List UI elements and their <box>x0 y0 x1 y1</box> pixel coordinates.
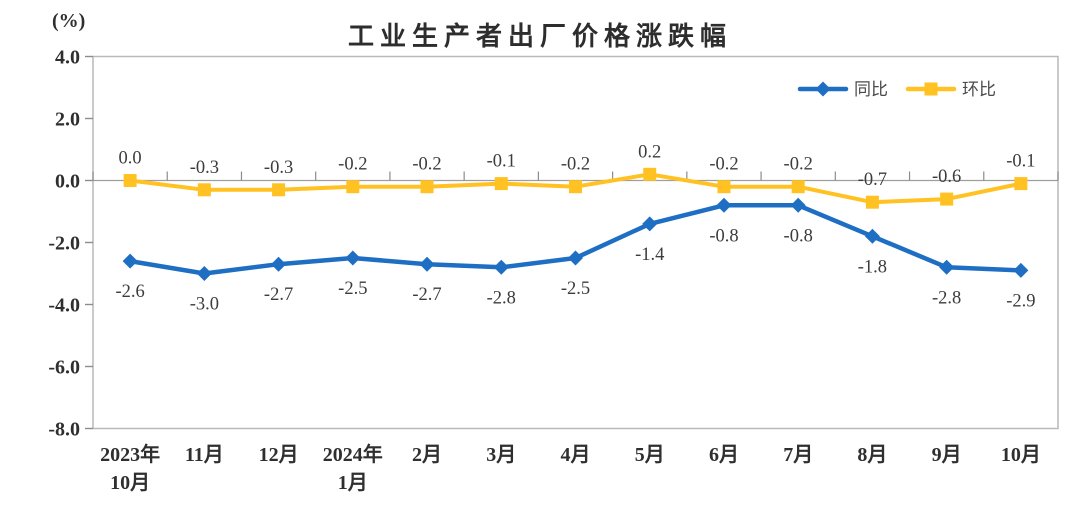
yoy-point-marker <box>864 228 880 244</box>
y-axis-unit-label: (%) <box>52 10 86 32</box>
yoy-point-marker <box>939 259 955 275</box>
yoy-point-marker <box>271 256 287 272</box>
data-label: -0.2 <box>561 155 590 175</box>
data-label: -0.6 <box>932 167 961 187</box>
yoy-point-marker <box>790 197 806 213</box>
y-axis-label: -2.0 <box>48 233 80 255</box>
x-axis-label: 8月 <box>857 444 887 466</box>
x-axis-label: 6月 <box>709 444 739 466</box>
plot-area-border <box>92 55 1059 430</box>
x-axis-label: 2024年 1月 <box>323 442 383 494</box>
x-axis-label: 2023年 10月 <box>100 442 160 494</box>
data-label: -0.2 <box>338 155 367 175</box>
x-axis-label: 7月 <box>783 444 813 466</box>
mom-point-marker <box>123 174 137 187</box>
mom-point-marker <box>420 180 434 194</box>
data-label: -0.8 <box>784 226 813 246</box>
data-label: -2.7 <box>412 285 441 305</box>
mom-point-marker <box>1014 177 1028 191</box>
data-label: -0.3 <box>190 158 219 178</box>
legend-label: 同比 <box>854 80 888 99</box>
x-axis-label: 9月 <box>932 444 962 466</box>
data-label: -2.5 <box>561 279 590 299</box>
data-label: -0.2 <box>709 155 738 175</box>
mom-point-marker <box>494 177 508 191</box>
mom-point-marker <box>940 192 954 206</box>
yoy-point-marker <box>568 250 583 266</box>
yoy-point-marker <box>419 256 435 272</box>
data-label: -0.8 <box>709 226 738 246</box>
data-label: -0.2 <box>412 155 441 175</box>
chart-title: 工业生产者出厂价格涨跌幅 <box>347 21 732 51</box>
mom-point-marker <box>272 183 286 197</box>
data-label: 0.2 <box>638 142 661 162</box>
data-label: -0.3 <box>264 158 293 178</box>
yoy-point-marker <box>345 250 361 266</box>
yoy-point-marker <box>1013 262 1029 278</box>
y-axis-label: 0.0 <box>55 171 80 193</box>
yoy-point-marker <box>642 216 658 232</box>
y-axis-label: 2.0 <box>55 109 80 131</box>
mom-point-marker <box>717 180 731 194</box>
yoy-point-marker <box>122 253 138 269</box>
mom-point-marker <box>569 180 582 194</box>
data-label: -0.1 <box>487 152 516 172</box>
data-label: -1.4 <box>635 245 664 265</box>
data-label: 0.0 <box>119 149 142 169</box>
mom-point-marker <box>346 180 360 194</box>
data-label: -2.8 <box>932 288 961 308</box>
data-label: -2.7 <box>264 285 293 305</box>
data-label: -2.9 <box>1006 291 1035 311</box>
data-label: -3.0 <box>190 295 219 315</box>
yoy-point-marker <box>493 259 509 275</box>
mom-point-marker <box>791 180 805 194</box>
legend-label: 环比 <box>962 80 996 99</box>
x-axis-label: 11月 <box>185 444 224 466</box>
mom-point-marker <box>865 195 879 209</box>
data-label: -0.2 <box>784 155 813 175</box>
x-axis-label: 12月 <box>259 444 299 466</box>
yoy-point-marker <box>716 197 732 213</box>
y-axis-label: -8.0 <box>48 419 80 441</box>
y-axis-label: -4.0 <box>48 295 80 317</box>
legend-marker <box>815 81 831 97</box>
data-label: -0.7 <box>858 170 887 190</box>
x-axis-label: 4月 <box>561 444 591 466</box>
x-axis-label: 2月 <box>412 444 442 466</box>
x-axis-label: 10月 <box>1001 444 1041 466</box>
y-axis-label: -6.0 <box>48 357 80 379</box>
data-label: -2.6 <box>115 282 144 302</box>
x-axis-label: 5月 <box>635 444 665 466</box>
data-label: -2.5 <box>338 279 367 299</box>
data-label: -1.8 <box>858 257 887 277</box>
y-axis-label: 4.0 <box>55 47 80 69</box>
x-axis-label: 3月 <box>486 444 516 466</box>
mom-point-marker <box>197 183 211 197</box>
legend-marker <box>924 82 938 96</box>
data-label: -2.8 <box>487 288 516 308</box>
yoy-point-marker <box>196 266 212 281</box>
data-label: -0.1 <box>1006 152 1035 172</box>
mom-point-marker <box>643 167 657 181</box>
